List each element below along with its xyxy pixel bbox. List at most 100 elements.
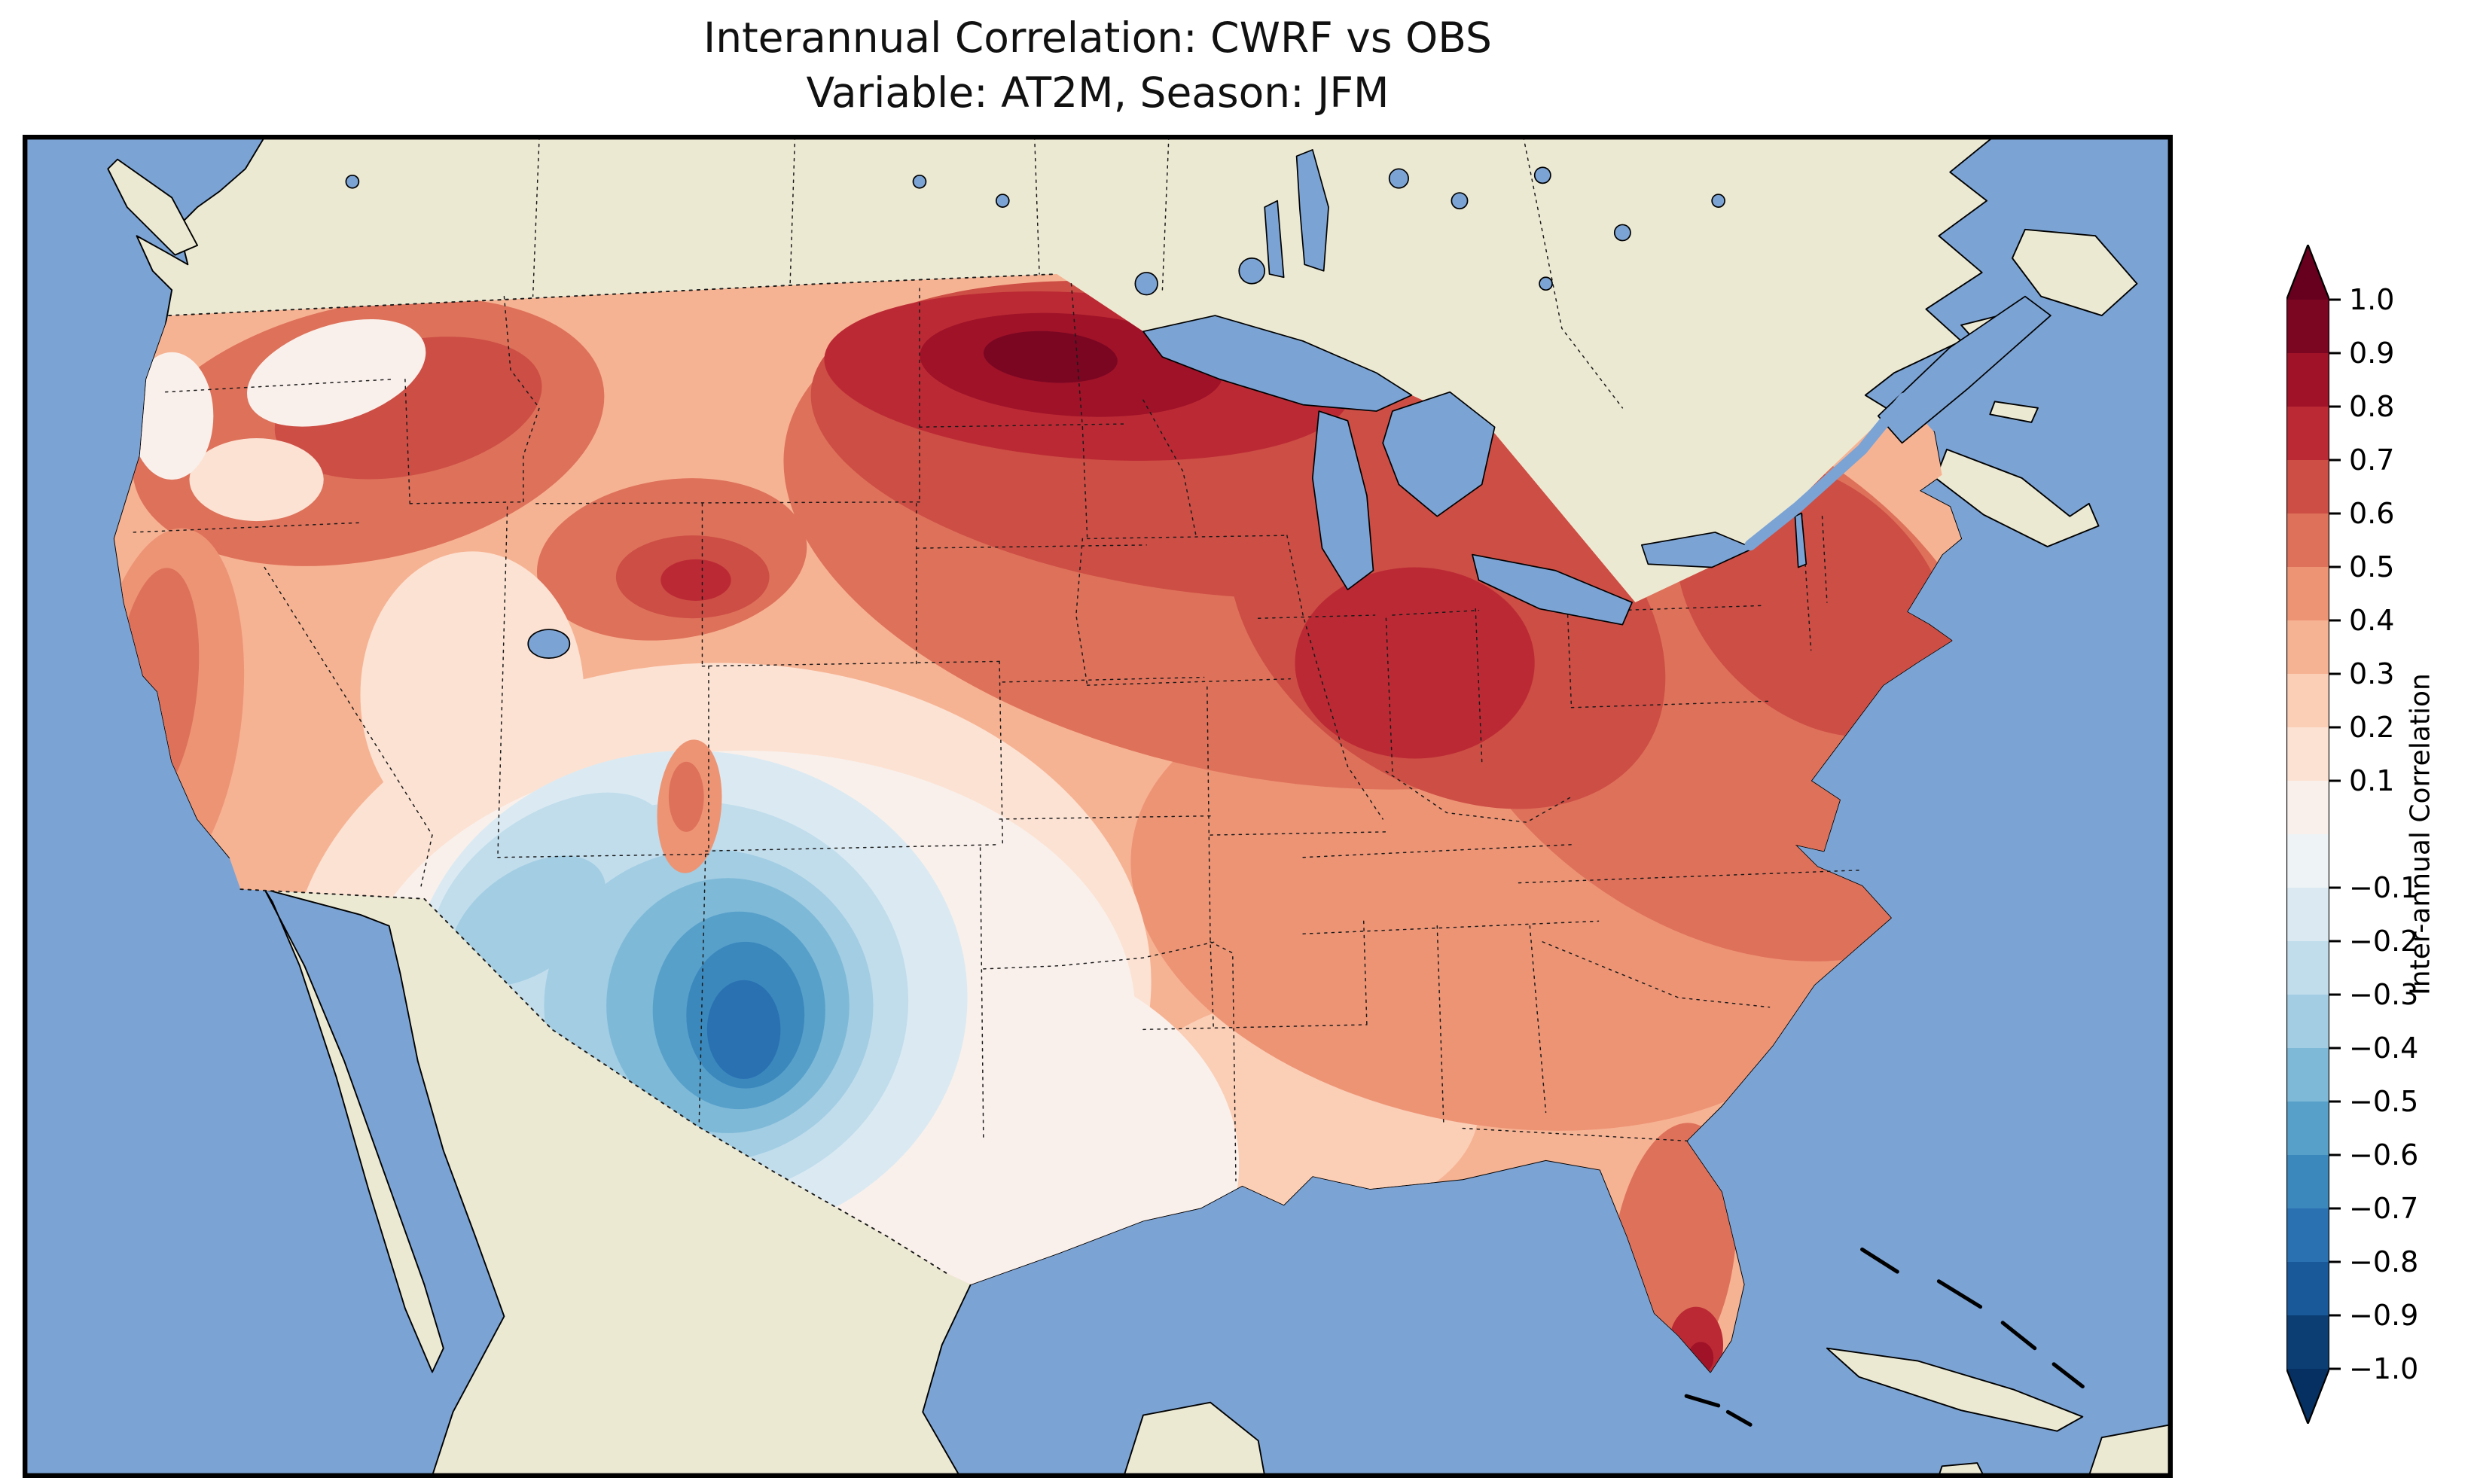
- lake-michigan: [1311, 410, 1374, 590]
- colorbar-tick: [2329, 1207, 2341, 1210]
- colorbar-segment: [2286, 1048, 2329, 1102]
- colorbar-tick-label: 0.6: [2349, 497, 2395, 530]
- colorbar-tick-label: 0.7: [2349, 443, 2395, 477]
- colorbar-tick: [2329, 726, 2341, 729]
- lake-huron: [1382, 391, 1496, 517]
- colorbar-tick: [2329, 993, 2341, 996]
- colorbar-tick: [2329, 1367, 2341, 1370]
- cuba: [1826, 1347, 2084, 1432]
- province-borders: [532, 137, 1624, 409]
- colorbar-tick-label: 0.8: [2349, 390, 2395, 423]
- figure-title: Interannual Correlation: CWRF vs OBS Var…: [23, 11, 2173, 120]
- colorbar-segment: [2286, 781, 2329, 834]
- colorbar-arrow-over: [2286, 245, 2329, 300]
- lake-winnipeg: [1295, 149, 1329, 272]
- colorbar-tick: [2329, 672, 2341, 675]
- colorbar-tick-label: 0.2: [2349, 711, 2395, 744]
- colorbar-tick-label: −0.3: [2349, 978, 2419, 1011]
- colorbar-tick: [2329, 779, 2341, 782]
- colorbar-segment: [2286, 300, 2329, 353]
- state-borders: [133, 282, 1863, 1182]
- colorbar-segment: [2286, 995, 2329, 1048]
- colorbar-tick: [2329, 1260, 2341, 1263]
- colorbar-segment: [2286, 674, 2329, 727]
- lake-erie: [1472, 553, 1633, 626]
- colorbar-arrow-under: [2286, 1369, 2329, 1424]
- colorbar-tick-label: −0.2: [2349, 925, 2419, 958]
- colorbar-segment: [2286, 1208, 2329, 1262]
- title-line-2: Variable: AT2M, Season: JFM: [806, 68, 1390, 117]
- vancouver-island: [107, 158, 199, 256]
- baja-california: [264, 888, 444, 1373]
- prince-edward-island: [1989, 401, 2039, 423]
- map-axes: [23, 135, 2173, 1478]
- colorbar: [2286, 245, 2329, 1424]
- colorbar-segment: [2286, 353, 2329, 407]
- colorbar-tick-label: 1.0: [2349, 283, 2395, 316]
- colorbar-tick: [2329, 565, 2341, 568]
- colorbar-tick: [2329, 352, 2341, 355]
- lake-champlain: [1794, 512, 1807, 568]
- colorbar-tick: [2329, 940, 2341, 943]
- colorbar-tick: [2329, 1153, 2341, 1156]
- colorbar-tick: [2329, 619, 2341, 622]
- colorbar-tick-label: 0.1: [2349, 764, 2395, 797]
- colorbar-tick-label: −0.4: [2349, 1031, 2419, 1065]
- colorbar-tick: [2329, 459, 2341, 462]
- colorbar-segment: [2286, 1155, 2329, 1208]
- colorbar-segment: [2286, 460, 2329, 513]
- colorbar-tick-label: −0.9: [2349, 1299, 2419, 1332]
- colorbar-tick-label: −0.8: [2349, 1245, 2419, 1278]
- colorbar-tick: [2329, 886, 2341, 889]
- st-lawrence-estuary: [1877, 295, 2051, 444]
- newfoundland: [2012, 228, 2138, 317]
- yucatan: [1123, 1401, 1266, 1476]
- title-line-1: Interannual Correlation: CWRF vs OBS: [703, 14, 1492, 62]
- colorbar-tick-label: −0.1: [2349, 871, 2419, 904]
- colorbar-tick-label: 0.5: [2349, 550, 2395, 584]
- colorbar-segment: [2286, 941, 2329, 995]
- colorbar-segment: [2286, 620, 2329, 674]
- colorbar-segment: [2286, 888, 2329, 941]
- colorbar-tick-label: 0.3: [2349, 657, 2395, 690]
- colorbar-segments: [2286, 300, 2329, 1369]
- colorbar-tick: [2329, 405, 2341, 408]
- lake-ontario: [1640, 532, 1755, 568]
- jamaica: [1938, 1462, 1984, 1476]
- colorbar-tick: [2329, 512, 2341, 515]
- colorbar-tick: [2329, 1047, 2341, 1050]
- hispaniola: [2088, 1424, 2170, 1476]
- st-lawrence-river: [1744, 392, 1910, 551]
- colorbar-segment: [2286, 1315, 2329, 1369]
- lakes: [345, 149, 2051, 659]
- nova-scotia: [1935, 448, 2100, 547]
- colorbar-segment: [2286, 567, 2329, 620]
- us-correlation-map: [25, 137, 2170, 1476]
- colorbar-segment: [2286, 727, 2329, 781]
- great-salt-lake: [527, 629, 571, 659]
- lake-of-the-woods: [1134, 272, 1158, 296]
- colorbar-tick-label: −0.5: [2349, 1085, 2419, 1118]
- national-borders: [167, 273, 1058, 1275]
- colorbar-tick-label: −1.0: [2349, 1352, 2419, 1385]
- colorbar-tick: [2329, 298, 2341, 301]
- colorbar-tick: [2329, 1100, 2341, 1103]
- bahamas: [1860, 1247, 1899, 1274]
- colorbar-tick-label: −0.6: [2349, 1138, 2419, 1172]
- colorbar-tick-label: 0.4: [2349, 604, 2395, 637]
- colorbar-segment: [2286, 513, 2329, 567]
- island-chains: [1684, 1247, 2085, 1427]
- lake-nipigon: [1238, 257, 1266, 285]
- colorbar-segment: [2286, 1102, 2329, 1155]
- map-frame: [25, 137, 2170, 1476]
- colorbar-tick: [2329, 1314, 2341, 1317]
- colorbar-tick-label: 0.9: [2349, 337, 2395, 370]
- lake-superior: [1142, 315, 1413, 412]
- lake-manitoba: [1264, 200, 1285, 279]
- florida-keys: [1684, 1394, 1721, 1408]
- colorbar-axis-label: Inter-annual Correlation: [2405, 673, 2436, 995]
- colorbar-segment: [2286, 1262, 2329, 1315]
- colorbar-segment: [2286, 834, 2329, 888]
- colorbar-segment: [2286, 407, 2329, 460]
